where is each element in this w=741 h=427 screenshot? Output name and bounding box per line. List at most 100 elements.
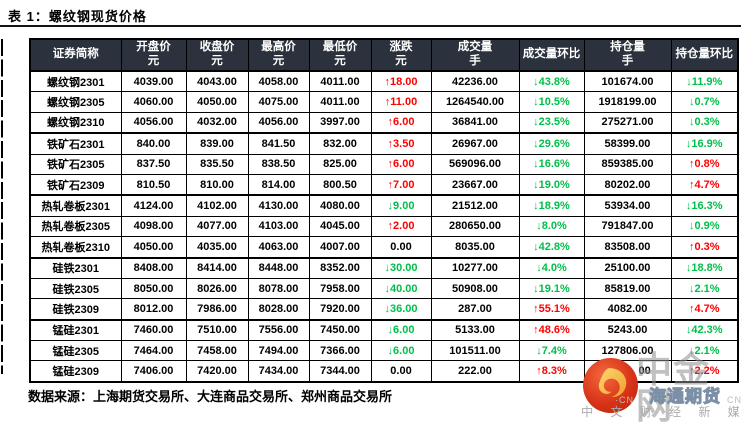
up-change-value: ↑8.3% <box>536 365 567 378</box>
cell-open-price: 7406.00 <box>120 360 187 383</box>
cell-change: ↑6.00 <box>370 111 432 134</box>
cell-open-price: 4056.00 <box>120 111 187 134</box>
cell-close-price: 7510.00 <box>185 318 249 342</box>
up-change-value: ↑2.00 <box>387 220 415 233</box>
column-header: 持仓量手 <box>583 38 672 72</box>
down-change-value: ↓6.00 <box>387 344 415 357</box>
cell-open-interest-pct: ↓2.1% <box>670 277 739 300</box>
flat-change-value: 0.00 <box>390 365 412 378</box>
cell-change: ↑2.00 <box>370 215 432 238</box>
cell-change: ↓6.00 <box>370 318 432 342</box>
cell-low-price: 800.50 <box>308 173 372 196</box>
watermark-overlay-text: 海通期货 <box>649 387 721 406</box>
cell-high-price: 4056.00 <box>247 111 310 134</box>
cell-change: 0.00 <box>370 236 432 259</box>
cell-change: ↓40.00 <box>370 277 432 300</box>
cell-low-price: 4007.00 <box>308 236 372 259</box>
cell-volume-pct: ↓19.1% <box>518 277 585 300</box>
table-row: 螺纹钢2310 4056.00 4032.00 4056.00 3997.00 ↑6.00… <box>29 111 739 134</box>
cell-high-price: 838.50 <box>247 153 310 175</box>
down-change-value: ↓43.8% <box>533 75 570 88</box>
cell-change: ↑11.00 <box>370 91 432 113</box>
cell-volume: 101511.00 <box>430 340 520 362</box>
cell-volume: 23667.00 <box>430 173 520 196</box>
cell-open-price: 4060.00 <box>120 91 187 113</box>
cell-low-price: 825.00 <box>308 153 372 175</box>
down-change-value: ↓16.3% <box>685 200 723 213</box>
up-change-value: ↑18.00 <box>384 75 418 88</box>
cell-volume: 36841.00 <box>430 111 520 134</box>
down-change-value: ↓8.0% <box>536 220 567 233</box>
down-change-value: ↓42.3% <box>685 324 723 337</box>
cell-volume: 10277.00 <box>430 256 520 279</box>
cell-low-price: 4011.00 <box>308 70 372 93</box>
cell-low-price: 7344.00 <box>308 360 372 383</box>
column-header: 成交量环比 <box>518 38 585 72</box>
column-header: 证券简称 <box>29 38 122 72</box>
cell-open-interest: 25100.00 <box>583 256 672 279</box>
cell-security-name: 锰硅2305 <box>29 340 122 362</box>
cell-open-price: 7460.00 <box>120 318 187 342</box>
cell-open-interest: 5243.00 <box>583 318 672 342</box>
cell-security-name: 热轧卷板2301 <box>29 194 122 217</box>
cell-change: ↓6.00 <box>370 340 432 362</box>
cell-close-price: 4102.00 <box>185 194 249 217</box>
table-row: 热轧卷板2301 4124.00 4102.00 4130.00 4080.00 ↓9.0… <box>29 194 739 217</box>
table-row: 锰硅2305 7464.00 7458.00 7494.00 7366.00 ↓6.00 1… <box>29 340 739 362</box>
cell-high-price: 8078.00 <box>247 277 310 300</box>
cell-volume-pct: ↓42.8% <box>518 236 585 259</box>
column-header: 涨跌元 <box>370 38 432 72</box>
cell-security-name: 螺纹钢2305 <box>29 91 122 113</box>
cell-open-interest: 58399.00 <box>583 132 672 155</box>
cell-low-price: 7366.00 <box>308 340 372 362</box>
cell-open-interest: 791847.00 <box>583 215 672 238</box>
up-change-value: ↑11.00 <box>384 96 418 109</box>
down-change-value: ↓9.00 <box>387 200 415 213</box>
down-change-value: ↓42.8% <box>533 240 570 253</box>
down-change-value: ↓0.7% <box>688 96 720 109</box>
cell-security-name: 硅铁2301 <box>29 256 122 279</box>
cell-volume: 222.00 <box>430 360 520 383</box>
cell-volume-pct: ↑55.1% <box>518 298 585 321</box>
cell-open-interest: 53934.00 <box>583 194 672 217</box>
cell-volume-pct: ↓23.5% <box>518 111 585 134</box>
column-header: 收盘价元 <box>185 38 249 72</box>
cell-volume: 1264540.00 <box>430 91 520 113</box>
down-change-value: ↓4.0% <box>536 262 567 275</box>
cell-change: 0.00 <box>370 360 432 383</box>
table-row: 螺纹钢2301 4039.00 4043.00 4058.00 4011.00 ↑18.0… <box>29 70 739 93</box>
cell-security-name: 锰硅2309 <box>29 360 122 383</box>
up-change-value: ↑6.00 <box>387 116 415 129</box>
table-row: 硅铁2301 8408.00 8414.00 8448.00 8352.00 ↓30.00… <box>29 256 739 279</box>
down-change-value: ↓29.6% <box>533 137 570 150</box>
down-change-value: ↓7.4% <box>536 344 567 357</box>
cell-high-price: 7434.00 <box>247 360 310 383</box>
down-change-value: ↓16.9% <box>685 137 723 150</box>
cell-open-price: 8012.00 <box>120 298 187 321</box>
up-change-value: ↑55.1% <box>533 302 570 315</box>
cell-volume-pct: ↑8.3% <box>518 360 585 383</box>
cell-security-name: 螺纹钢2301 <box>29 70 122 93</box>
cell-change: ↓9.00 <box>370 194 432 217</box>
table-row: 锰硅2301 7460.00 7510.00 7556.00 7450.00 ↓6.00 5… <box>29 318 739 342</box>
cell-volume-pct: ↓19.0% <box>518 173 585 196</box>
cell-volume-pct: ↓43.8% <box>518 70 585 93</box>
cell-open-interest: 83508.00 <box>583 236 672 259</box>
cell-volume-pct: ↓8.0% <box>518 215 585 238</box>
cell-low-price: 4080.00 <box>308 194 372 217</box>
cell-open-interest-pct: ↓0.9% <box>670 215 739 238</box>
table-row: 铁矿石2301 840.00 839.00 841.50 832.00 ↑3.50 2696… <box>29 132 739 155</box>
cell-open-price: 4050.00 <box>120 236 187 259</box>
table-title: 表 1：螺纹钢现货价格 <box>8 9 147 24</box>
down-change-value: ↓2.1% <box>688 282 720 295</box>
cell-close-price: 7420.00 <box>185 360 249 383</box>
down-change-value: ↓19.0% <box>533 178 570 191</box>
cell-low-price: 7920.00 <box>308 298 372 321</box>
up-change-value: ↑3.50 <box>387 137 415 150</box>
down-change-value: ↓11.9% <box>686 75 723 88</box>
up-change-value: ↑0.3% <box>688 240 720 253</box>
cell-open-interest-pct: ↓18.8% <box>670 256 739 279</box>
cell-close-price: 835.50 <box>185 153 249 175</box>
cell-open-price: 810.50 <box>120 173 187 196</box>
cell-volume-pct: ↓4.0% <box>518 256 585 279</box>
